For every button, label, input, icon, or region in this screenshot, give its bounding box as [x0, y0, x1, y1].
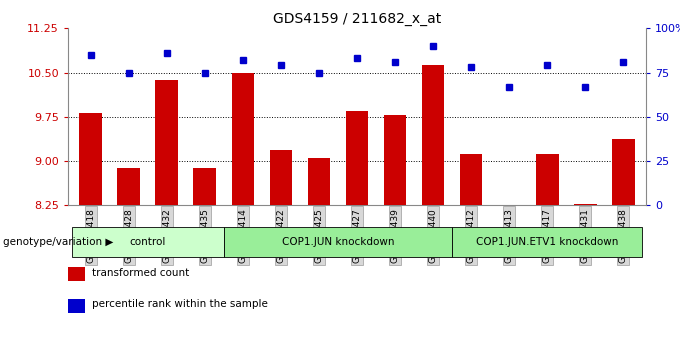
Text: genotype/variation ▶: genotype/variation ▶	[3, 236, 114, 247]
Bar	[384, 115, 407, 205]
Text: control: control	[130, 236, 166, 247]
Bar	[269, 150, 292, 205]
Bar	[307, 158, 330, 205]
Bar	[574, 204, 596, 205]
Text: percentile rank within the sample: percentile rank within the sample	[92, 299, 268, 309]
Bar	[118, 168, 140, 205]
Text: transformed count: transformed count	[92, 268, 189, 278]
Bar	[345, 111, 369, 205]
Bar	[612, 139, 634, 205]
Text: COP1.JUN.ETV1 knockdown: COP1.JUN.ETV1 knockdown	[476, 236, 618, 247]
Bar	[156, 80, 178, 205]
Text: COP1.JUN knockdown: COP1.JUN knockdown	[282, 236, 394, 247]
Title: GDS4159 / 211682_x_at: GDS4159 / 211682_x_at	[273, 12, 441, 26]
Bar	[460, 154, 483, 205]
Bar	[231, 73, 254, 205]
Bar	[536, 154, 558, 205]
Bar	[194, 168, 216, 205]
Bar	[80, 113, 102, 205]
Bar	[422, 65, 445, 205]
